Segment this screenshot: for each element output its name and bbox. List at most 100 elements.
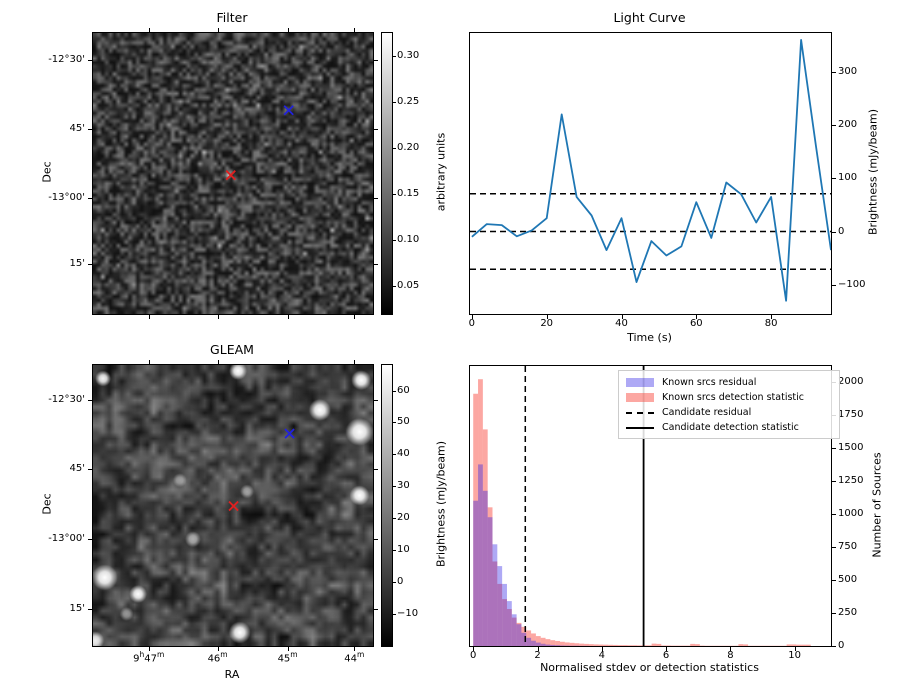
colorbar-tick-label: 0.05: [397, 280, 420, 292]
filter-colorbar: 0.05 0.10 0.15 0.20 0.25 0.30: [381, 32, 419, 315]
legend-entry: Candidate residual: [626, 405, 832, 420]
light-curve-title: Light Curve: [613, 10, 686, 25]
legend-entry: Candidate detection statistic: [626, 420, 832, 435]
axis-tick: [393, 614, 396, 616]
axis-tick: [537, 647, 539, 651]
axis-tick: [148, 315, 150, 319]
axis-tick: [393, 56, 396, 58]
dec-tick-label: 15': [69, 258, 85, 270]
colorbar-tick-label: 0.20: [397, 142, 420, 154]
count-tick-label: 0: [838, 640, 845, 651]
count-tick-label: 1000: [838, 507, 864, 519]
axis-tick: [148, 28, 150, 32]
colorbar-tick-label: 0.30: [397, 50, 420, 62]
colorbar-tick-label: 60: [397, 384, 410, 396]
axis-tick: [832, 447, 836, 449]
brightness-tick-label: 300: [838, 65, 858, 77]
light-curve-ylabel: Brightness (mJy/beam): [866, 108, 880, 236]
axis-tick: [393, 102, 396, 104]
gleam-xlabel-ra: RA: [224, 668, 240, 681]
light-curve-axes: 0 20 40 60 80 −100 0 100 200 300: [469, 32, 865, 329]
brightness-tick-label: 200: [838, 119, 858, 131]
axis-tick: [354, 647, 356, 651]
axis-tick: [393, 240, 396, 242]
histogram-xlabel: Normalised stdev or detection statistics: [540, 661, 759, 674]
axis-tick: [794, 647, 796, 651]
time-tick-label: 40: [615, 318, 628, 329]
gleam-colorbar: −10 0 10 20 30 40 50 60: [381, 364, 418, 647]
count-tick-label: 1500: [838, 441, 864, 453]
histogram-ylabel: Number of Sources: [870, 452, 884, 558]
axis-tick: [832, 178, 836, 180]
histogram-plot: [473, 366, 811, 646]
colorbar-tick-label: 0: [397, 576, 404, 588]
axis-tick: [730, 647, 732, 651]
stdev-tick-label: 6: [662, 650, 670, 661]
axis-tick: [148, 647, 150, 651]
axis-tick: [832, 513, 836, 515]
axis-tick: [354, 360, 356, 364]
time-tick-label: 20: [540, 318, 554, 329]
light-curve-plot: [470, 39, 831, 302]
axis-tick: [393, 286, 396, 288]
dec-tick-label: -13°00': [48, 191, 85, 203]
colorbar-tick-label: 50: [397, 416, 410, 428]
axis-tick: [88, 59, 92, 61]
filter-image-axes: -12°30' 45' -13°00' 15': [48, 28, 378, 319]
gleam-colorbar-label: Brightness (mJy/beam): [434, 440, 448, 568]
colorbar-tick-label: 0.25: [397, 96, 420, 108]
axis-tick: [546, 315, 548, 319]
axis-tick: [393, 194, 396, 196]
legend-entry: Known srcs detection statistic: [626, 390, 832, 405]
axis-tick: [393, 454, 396, 456]
stdev-tick-label: 0: [470, 650, 477, 661]
light-curve-xlabel: Time (s): [627, 331, 672, 344]
axis-tick: [374, 129, 378, 131]
time-tick-label: 80: [764, 318, 778, 329]
light-curve-series: [471, 39, 831, 302]
dec-tick-label: -12°30': [48, 394, 85, 406]
axis-tick: [354, 28, 356, 32]
colorbar-tick-label: 30: [397, 480, 410, 492]
dec-tick-label: 45': [69, 123, 85, 135]
axis-tick: [393, 148, 396, 150]
count-tick-label: 1750: [838, 408, 864, 420]
axis-tick: [88, 129, 92, 131]
dec-tick-label: -13°00': [48, 532, 85, 544]
axis-tick: [217, 315, 219, 319]
brightness-tick-label: 100: [838, 172, 858, 184]
stdev-tick-label: 2: [534, 650, 541, 661]
axis-tick: [471, 315, 473, 319]
colorbar-tick-label: 40: [397, 448, 410, 460]
axis-tick: [832, 125, 836, 127]
axis-tick: [393, 422, 396, 424]
axis-tick: [832, 480, 836, 482]
dec-tick-label: -12°30': [48, 53, 85, 65]
gleam-image-axes: -12°30' 45' -13°00' 15' 9h47m 46m 45m 44m: [48, 360, 378, 664]
colorbar-tick-label: 20: [397, 512, 410, 524]
axis-tick: [832, 612, 836, 614]
axis-tick: [666, 647, 668, 651]
brightness-tick-label: 0: [838, 225, 845, 237]
stdev-tick-label: 8: [727, 650, 734, 661]
axis-tick: [393, 550, 396, 552]
axis-tick: [601, 647, 603, 651]
axis-tick: [393, 390, 396, 392]
legend-patch-icon: [626, 393, 654, 402]
ra-tick-label: 46m: [207, 650, 228, 665]
count-tick-label: 250: [838, 606, 858, 618]
axis-tick: [393, 486, 396, 488]
axis-tick: [832, 284, 836, 286]
axis-tick: [473, 647, 475, 651]
axis-tick: [621, 315, 623, 319]
axis-tick: [771, 315, 773, 319]
axis-tick: [88, 468, 92, 470]
axis-tick: [374, 59, 378, 61]
gleam-image: [93, 365, 373, 646]
colorbar-tick-label: 0.10: [397, 234, 420, 246]
axis-tick: [832, 546, 836, 548]
brightness-tick-label: −100: [838, 278, 866, 290]
filter-title: Filter: [216, 10, 248, 25]
solid-line-icon: [626, 426, 654, 429]
axis-tick: [832, 231, 836, 233]
